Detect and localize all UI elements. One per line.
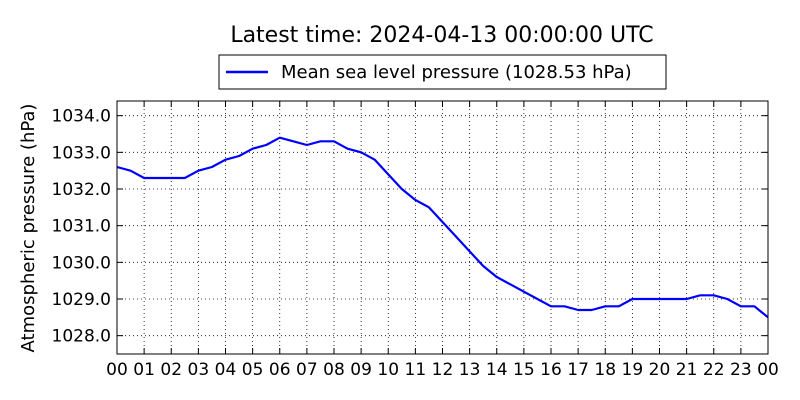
- x-tick-label: 19: [622, 360, 644, 380]
- x-tick-label: 01: [133, 360, 155, 380]
- y-axis-label: Atmospheric pressure (hPa): [18, 104, 39, 353]
- legend: Mean sea level pressure (1028.53 hPa): [218, 54, 667, 90]
- y-tick-label: 1030.0: [52, 253, 111, 273]
- tick-layer: 1028.0 1029.0 1030.0 1031.0 1032.0 1033.0 1034…: [52, 101, 779, 380]
- legend-label: Mean sea level pressure (1028.53 hPa): [281, 62, 632, 83]
- y-tick-label: 1029.0: [52, 290, 111, 310]
- x-tick-label: 03: [188, 360, 210, 380]
- series-line: [116, 136, 769, 319]
- grid-lines: [116, 101, 769, 354]
- x-tick-label: 20: [649, 360, 671, 380]
- x-tick-label: 18: [594, 360, 616, 380]
- plot-frame: [116, 100, 769, 355]
- x-tick-label: 02: [160, 360, 182, 380]
- x-tick-label: 05: [242, 360, 264, 380]
- legend-box: [218, 54, 667, 90]
- x-tick-label: 14: [486, 360, 508, 380]
- x-tick-label: 16: [540, 360, 562, 380]
- series-layer: [116, 136, 769, 319]
- x-tick-label: 22: [703, 360, 725, 380]
- x-tick-label: 09: [350, 360, 372, 380]
- x-tick-label: 00: [757, 360, 779, 380]
- x-tick-label: 10: [377, 360, 399, 380]
- x-tick-label: 11: [405, 360, 427, 380]
- x-tick-label: 17: [567, 360, 589, 380]
- y-tick-label: 1031.0: [52, 217, 111, 237]
- y-tick-label: 1032.0: [52, 180, 111, 200]
- chart-title: Latest time: 2024-04-13 00:00:00 UTC: [230, 23, 653, 48]
- x-tick-label: 23: [730, 360, 752, 380]
- y-tick-label: 1028.0: [52, 327, 111, 347]
- x-tick-label: 07: [296, 360, 318, 380]
- x-tick-label: 21: [676, 360, 698, 380]
- y-tick-label: 1033.0: [52, 143, 111, 163]
- x-tick-label: 12: [432, 360, 454, 380]
- x-tick-label: 04: [215, 360, 237, 380]
- x-tick-label: 00: [106, 360, 128, 380]
- x-tick-label: 06: [269, 360, 291, 380]
- x-tick-label: 13: [459, 360, 481, 380]
- x-tick-label: 15: [513, 360, 535, 380]
- x-tick-label: 08: [323, 360, 345, 380]
- y-tick-label: 1034.0: [52, 107, 111, 127]
